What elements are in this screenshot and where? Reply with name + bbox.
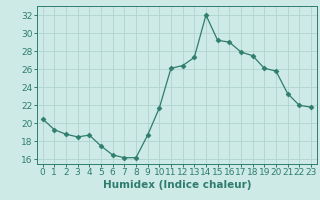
X-axis label: Humidex (Indice chaleur): Humidex (Indice chaleur) xyxy=(102,180,251,190)
